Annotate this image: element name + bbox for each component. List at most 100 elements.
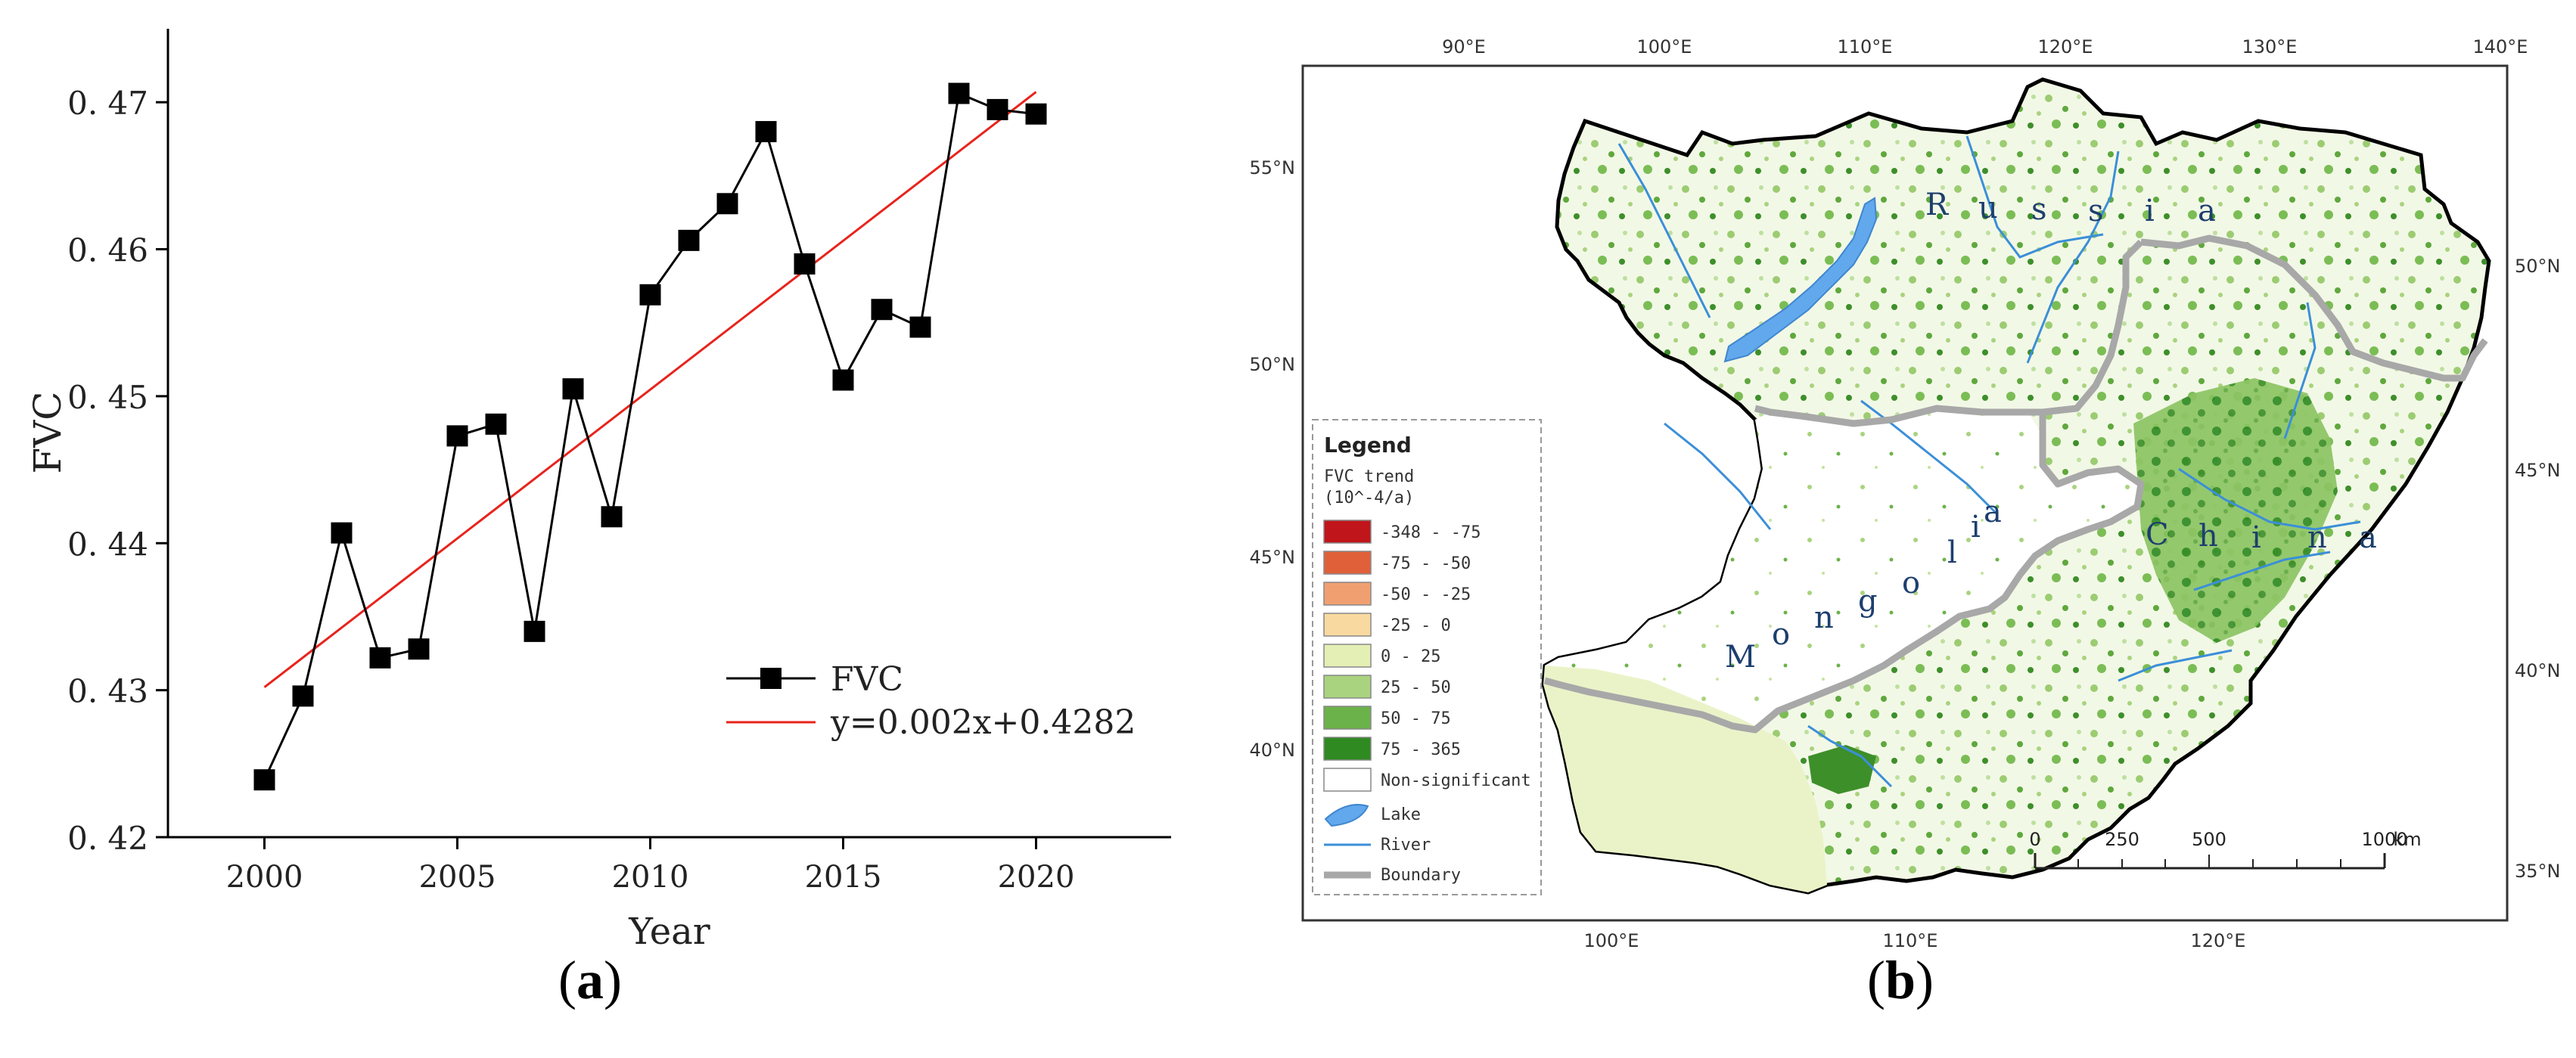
legend-class-swatch [1323, 644, 1372, 668]
legend-class-swatch [1323, 706, 1372, 730]
legend-fvc-marker [760, 668, 782, 689]
fvc-data-point [369, 647, 391, 669]
legend-fvc-label: FVC [831, 660, 903, 699]
x-tick-label: 2000 [226, 860, 303, 895]
country-label-china: C [2146, 517, 2169, 552]
mongolia-region [1545, 408, 2141, 730]
legend-lake-swatch [1324, 804, 1369, 827]
legend-boundary-label: Boundary [1381, 866, 1461, 885]
scale-tick-label: 500 [2192, 829, 2226, 850]
fvc-data-point [678, 229, 700, 251]
country-label-mongolia: g [1858, 584, 1878, 619]
x-tick-label: 2015 [805, 860, 882, 895]
fvc-series-layer [253, 82, 1047, 791]
legend-class-label: Non-significant [1381, 771, 1531, 790]
legend-title: Legend [1324, 433, 1412, 458]
bottom-lon-label: 120°E [2191, 930, 2246, 951]
y-ticks: 0. 42 0. 43 0. 44 0. 45 0. 46 0. 47 [67, 85, 168, 857]
legend-class-label: -348 - -75 [1381, 523, 1481, 542]
legend-class-swatch [1323, 551, 1372, 575]
country-label-mongolia: n [1814, 600, 1834, 635]
top-lon-label: 130°E [2242, 36, 2298, 57]
country-label-mongolia: M [1725, 640, 1756, 675]
x-ticks: 2000 2005 2010 2015 2020 [226, 837, 1074, 895]
country-label-russia: u [1978, 191, 1998, 225]
legend-class-label: -25 - 0 [1381, 616, 1451, 635]
right-lat-label: 35°N [2515, 861, 2561, 882]
fvc-data-point [909, 316, 931, 338]
fvc-series-line [263, 92, 1036, 780]
top-lon-label: 90°E [1442, 36, 1486, 57]
fvc-data-point [601, 506, 623, 528]
country-label-china: h [2198, 519, 2218, 554]
fvc-data-point [794, 253, 816, 275]
right-lat-label: 45°N [2515, 460, 2561, 481]
fvc-trend-map: 90°E 100°E 110°E 120°E 130°E 140°E 100°E… [1250, 36, 2561, 951]
x-tick-label: 2005 [419, 860, 496, 895]
y-tick-label: 0. 46 [67, 232, 148, 269]
scale-tick-label: 0 [2029, 829, 2040, 850]
panel-b-caption: (b) [1867, 950, 1934, 1010]
fvc-data-point [987, 98, 1008, 120]
boundaries [1543, 234, 2488, 734]
country-label-russia: R [1925, 188, 1950, 222]
top-lon-label: 120°E [2038, 36, 2093, 57]
panel-a-caption: (a) [558, 950, 622, 1010]
legend-class-swatch [1323, 613, 1372, 637]
y-tick-label: 0. 47 [67, 85, 148, 122]
country-label-china: i [2251, 520, 2261, 555]
desert-region [1543, 666, 1827, 892]
country-label-russia: s [2031, 192, 2047, 227]
legend-class-label: 25 - 50 [1381, 678, 1451, 697]
legend-lake-label: Lake [1381, 805, 1421, 824]
fvc-data-point [832, 369, 854, 391]
bottom-lon-label: 110°E [1883, 930, 1938, 951]
y-tick-label: 0. 44 [67, 526, 148, 563]
right-lat-label: 40°N [2515, 660, 2561, 681]
legend-class-swatch [1323, 582, 1372, 606]
fvc-data-point [716, 193, 738, 215]
fvc-data-point [1025, 103, 1047, 125]
legend-class-swatch [1323, 520, 1372, 544]
legend-class-swatch [1323, 768, 1372, 792]
left-lat-label: 45°N [1250, 547, 1296, 568]
legend-class-swatch [1323, 737, 1372, 761]
legend-classes: -348 - -75 -75 - -50 -50 - -25 -25 - 0 0 - 2… [1323, 520, 1531, 792]
scale-tick-label: 250 [2105, 829, 2139, 850]
fvc-data-point [408, 638, 430, 660]
rivers [1617, 135, 2361, 788]
legend-class-label: 50 - 75 [1381, 709, 1451, 728]
top-lon-label: 110°E [1838, 36, 1893, 57]
legend-class-label: 75 - 365 [1381, 740, 1461, 759]
country-label-mongolia: o [1772, 617, 1790, 652]
y-tick-label: 0. 45 [67, 379, 148, 416]
fvc-data-point [292, 685, 314, 707]
country-label-china: n [2307, 520, 2327, 555]
country-label-mongolia: l [1947, 535, 1957, 570]
legend-class-swatch [1323, 675, 1372, 699]
fvc-data-point [755, 121, 777, 143]
scale-unit: km [2393, 829, 2421, 850]
fvc-data-point [485, 413, 507, 435]
y-tick-label: 0. 43 [67, 673, 148, 710]
legend-class-label: -50 - -25 [1381, 585, 1471, 604]
country-label-russia: s [2088, 194, 2104, 228]
legend-subtitle: FVC trend [1324, 467, 1414, 486]
country-label-russia: a [2198, 194, 2216, 228]
x-tick-label: 2010 [612, 860, 689, 895]
country-label-mongolia: o [1902, 566, 1920, 600]
fvc-data-point [253, 769, 275, 791]
country-label-mongolia: i [1971, 510, 1981, 545]
y-tick-label: 0. 42 [67, 820, 148, 857]
lake-baikal [1723, 197, 1878, 363]
y-axis-label: FVC [26, 391, 70, 473]
country-label-mongolia: a [1984, 495, 2002, 529]
northeast-china-forest [2133, 378, 2338, 643]
trend-line [263, 91, 1037, 688]
trend-line-layer [263, 91, 1037, 688]
left-lat-label: 40°N [1250, 740, 1296, 761]
fvc-data-point [871, 299, 893, 321]
country-label-china: a [2359, 520, 2377, 555]
fvc-data-point [524, 620, 545, 642]
